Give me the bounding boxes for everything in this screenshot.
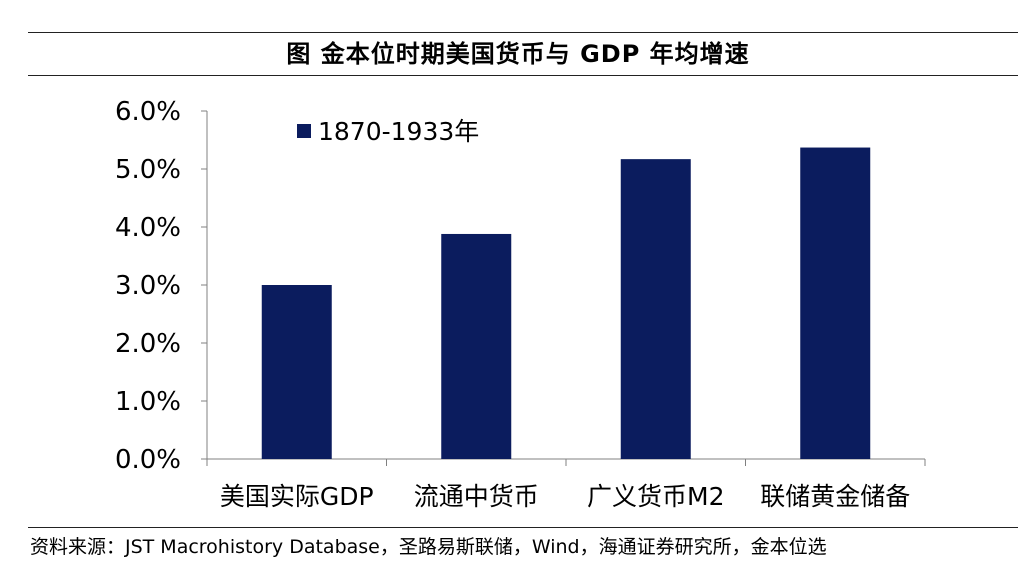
x-category-label: 广义货币M2 xyxy=(587,482,724,511)
source-note: 资料来源：JST Macrohistory Database，圣路易斯联储，Wi… xyxy=(30,536,827,558)
x-category-label: 美国实际GDP xyxy=(220,482,374,511)
top-rule xyxy=(28,32,1018,33)
bar xyxy=(620,159,691,459)
y-tick-label: 1.0% xyxy=(115,387,181,417)
title-rule xyxy=(28,75,1018,76)
x-category-label: 联储黄金储备 xyxy=(760,482,910,511)
bar xyxy=(800,147,871,460)
bar-chart: 0.0% 1.0% 2.0% 3.0% 4.0% 5.0% 6.0% 美国实际GDP 流通中货币… xyxy=(115,97,926,511)
legend-label: 1870-1933年 xyxy=(318,117,479,146)
y-tick-label: 3.0% xyxy=(115,271,181,301)
bar xyxy=(261,285,332,459)
y-tick-label: 6.0% xyxy=(115,97,181,127)
source-rule xyxy=(28,527,1018,528)
y-tick-label: 5.0% xyxy=(115,155,181,185)
x-category-label: 流通中货币 xyxy=(414,482,539,511)
y-tick-label: 0.0% xyxy=(115,445,181,475)
legend-swatch xyxy=(297,124,311,138)
y-tick-label: 2.0% xyxy=(115,329,181,359)
y-tick-label: 4.0% xyxy=(115,213,181,243)
figure-title: 图 金本位时期美国货币与 GDP 年均增速 xyxy=(286,40,750,68)
bar xyxy=(441,233,512,459)
